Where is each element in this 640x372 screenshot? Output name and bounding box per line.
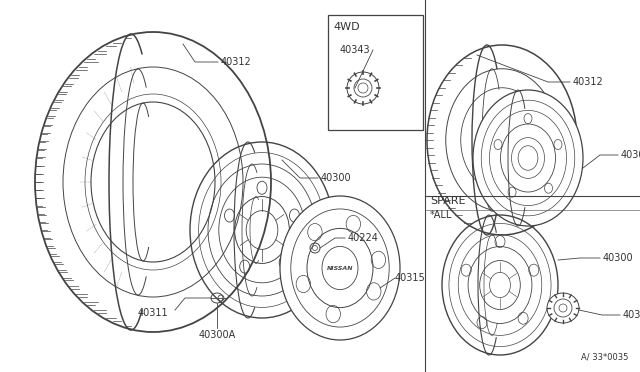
Text: SPARE: SPARE — [430, 196, 465, 206]
Text: 40300: 40300 — [321, 173, 351, 183]
Text: 4WD: 4WD — [333, 22, 360, 32]
Text: 40300: 40300 — [603, 253, 634, 263]
Text: 40343: 40343 — [340, 45, 371, 55]
Text: 40312: 40312 — [221, 57, 252, 67]
Ellipse shape — [473, 90, 583, 226]
Text: *ALL: *ALL — [430, 210, 452, 220]
Ellipse shape — [280, 196, 400, 340]
Text: 40311: 40311 — [138, 308, 168, 318]
Text: 40300: 40300 — [621, 150, 640, 160]
Ellipse shape — [347, 72, 379, 104]
Text: NISSAN: NISSAN — [327, 266, 353, 270]
Text: 40315: 40315 — [395, 273, 426, 283]
Ellipse shape — [547, 293, 579, 323]
Text: 40224: 40224 — [348, 233, 379, 243]
Text: 40312: 40312 — [573, 77, 604, 87]
Bar — [328, 15, 423, 130]
Text: 40300A: 40300A — [198, 330, 236, 340]
Text: A/ 33*0035: A/ 33*0035 — [580, 353, 628, 362]
Text: 40343: 40343 — [623, 310, 640, 320]
